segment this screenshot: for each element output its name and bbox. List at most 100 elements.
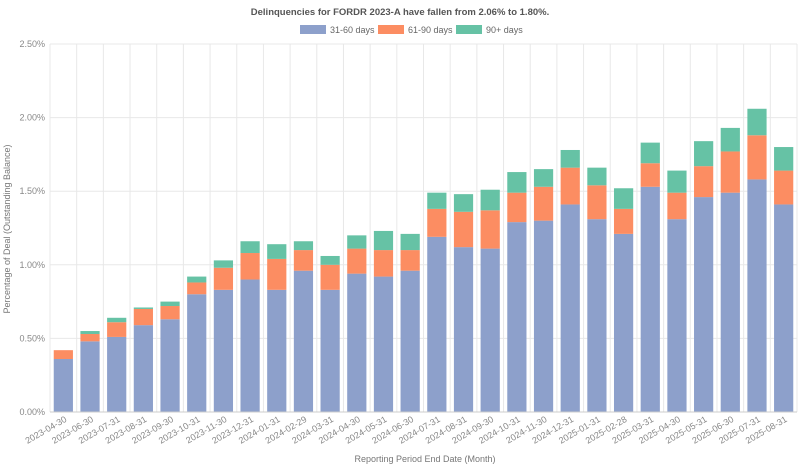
bar-segment[interactable] [667, 219, 687, 412]
bar-segment[interactable] [213, 289, 234, 412]
bar-segment[interactable] [107, 322, 127, 337]
bar-segment[interactable] [560, 167, 580, 205]
bar-segment[interactable] [507, 192, 527, 223]
bar-segment[interactable] [240, 241, 260, 254]
bar-segment[interactable] [427, 236, 447, 412]
bar-segment[interactable] [587, 219, 607, 412]
chart-title: Delinquencies for FORDR 2023-A have fall… [251, 7, 549, 18]
bar-segment[interactable] [53, 359, 73, 412]
bar-segment[interactable] [587, 185, 607, 220]
bar-segment[interactable] [400, 270, 420, 412]
y-tick-label: 2.50% [19, 39, 45, 49]
bar-segment[interactable] [187, 294, 207, 412]
legend-item[interactable]: 31-60 days [300, 25, 375, 35]
bar-segment[interactable] [613, 208, 634, 234]
bar-segment[interactable] [133, 308, 153, 326]
bar-segment[interactable] [587, 167, 607, 186]
bar-segment[interactable] [640, 163, 660, 187]
bar-segment[interactable] [720, 151, 740, 193]
bar-segment[interactable] [774, 147, 794, 171]
bar-segment[interactable] [480, 248, 500, 412]
bar-segment[interactable] [720, 192, 740, 412]
bar-segment[interactable] [133, 307, 153, 309]
legend-label: 61-90 days [408, 25, 453, 35]
bar-segment[interactable] [160, 301, 180, 307]
bar-segment[interactable] [240, 253, 260, 280]
bar-segment[interactable] [213, 260, 234, 268]
legend-item[interactable]: 90+ days [456, 25, 523, 35]
bar-segment[interactable] [213, 267, 234, 290]
bar-segment[interactable] [774, 204, 794, 412]
bar-segment[interactable] [667, 192, 687, 220]
bars [53, 108, 794, 412]
bar-segment[interactable] [293, 241, 314, 251]
bar-segment[interactable] [533, 220, 554, 412]
bar-segment[interactable] [53, 350, 73, 360]
bar-segment[interactable] [347, 235, 367, 249]
bar-segment[interactable] [533, 186, 554, 221]
legend-swatch [300, 25, 326, 34]
bar-segment[interactable] [480, 210, 500, 249]
bar-segment[interactable] [80, 333, 100, 342]
bar-segment[interactable] [453, 194, 474, 212]
bar-segment[interactable] [107, 317, 127, 323]
bar-segment[interactable] [560, 149, 580, 168]
bar-segment[interactable] [480, 189, 500, 211]
bar-segment[interactable] [667, 170, 687, 193]
bar-segment[interactable] [293, 270, 314, 412]
bar-segment[interactable] [774, 170, 794, 205]
bar-segment[interactable] [187, 282, 207, 295]
bar-segment[interactable] [160, 319, 180, 412]
bar-segment[interactable] [80, 341, 100, 412]
bar-segment[interactable] [400, 233, 420, 251]
bar-segment[interactable] [613, 233, 634, 412]
bar-segment[interactable] [187, 276, 207, 283]
bar-segment[interactable] [373, 230, 394, 251]
bar-segment[interactable] [560, 204, 580, 412]
bar-segment[interactable] [347, 248, 367, 274]
bar-segment[interactable] [267, 289, 287, 412]
bar-segment[interactable] [747, 135, 767, 180]
legend-swatch [378, 25, 404, 34]
gridlines [49, 43, 798, 413]
bar-segment[interactable] [373, 250, 394, 277]
bar-segment[interactable] [747, 108, 767, 136]
bar-segment[interactable] [267, 258, 287, 290]
bar-segment[interactable] [293, 250, 314, 271]
legend-item[interactable]: 61-90 days [378, 25, 453, 35]
bar-segment[interactable] [694, 197, 714, 412]
bar-segment[interactable] [427, 192, 447, 209]
legend-label: 90+ days [486, 25, 523, 35]
bar-segment[interactable] [507, 172, 527, 193]
bar-segment[interactable] [694, 141, 714, 167]
bar-segment[interactable] [267, 244, 287, 259]
bar-segment[interactable] [640, 186, 660, 412]
bar-segment[interactable] [747, 179, 767, 412]
y-tick-label: 0.00% [19, 407, 45, 417]
bar-segment[interactable] [427, 208, 447, 237]
bar-segment[interactable] [347, 273, 367, 412]
bar-segment[interactable] [320, 255, 340, 265]
bar-segment[interactable] [373, 276, 394, 412]
bar-segment[interactable] [507, 222, 527, 412]
bar-segment[interactable] [694, 166, 714, 198]
bar-segment[interactable] [160, 306, 180, 320]
bar-segment[interactable] [640, 142, 660, 164]
bar-segment[interactable] [320, 289, 340, 412]
bar-segment[interactable] [533, 169, 554, 187]
bar-segment[interactable] [453, 247, 474, 412]
legend-label: 31-60 days [330, 25, 375, 35]
y-tick-label: 0.50% [19, 333, 45, 343]
bar-segment[interactable] [453, 211, 474, 248]
bar-segment[interactable] [320, 264, 340, 290]
bar-segment[interactable] [613, 188, 634, 209]
bar-segment[interactable] [80, 331, 100, 334]
bar-segment[interactable] [133, 325, 153, 412]
bar-segment[interactable] [400, 250, 420, 271]
bar-segment[interactable] [240, 279, 260, 412]
bar-segment[interactable] [720, 127, 740, 152]
y-tick-label: 1.00% [19, 260, 45, 270]
bar-segment[interactable] [107, 336, 127, 412]
legend: 31-60 days 61-90 days 90+ days [300, 25, 523, 35]
